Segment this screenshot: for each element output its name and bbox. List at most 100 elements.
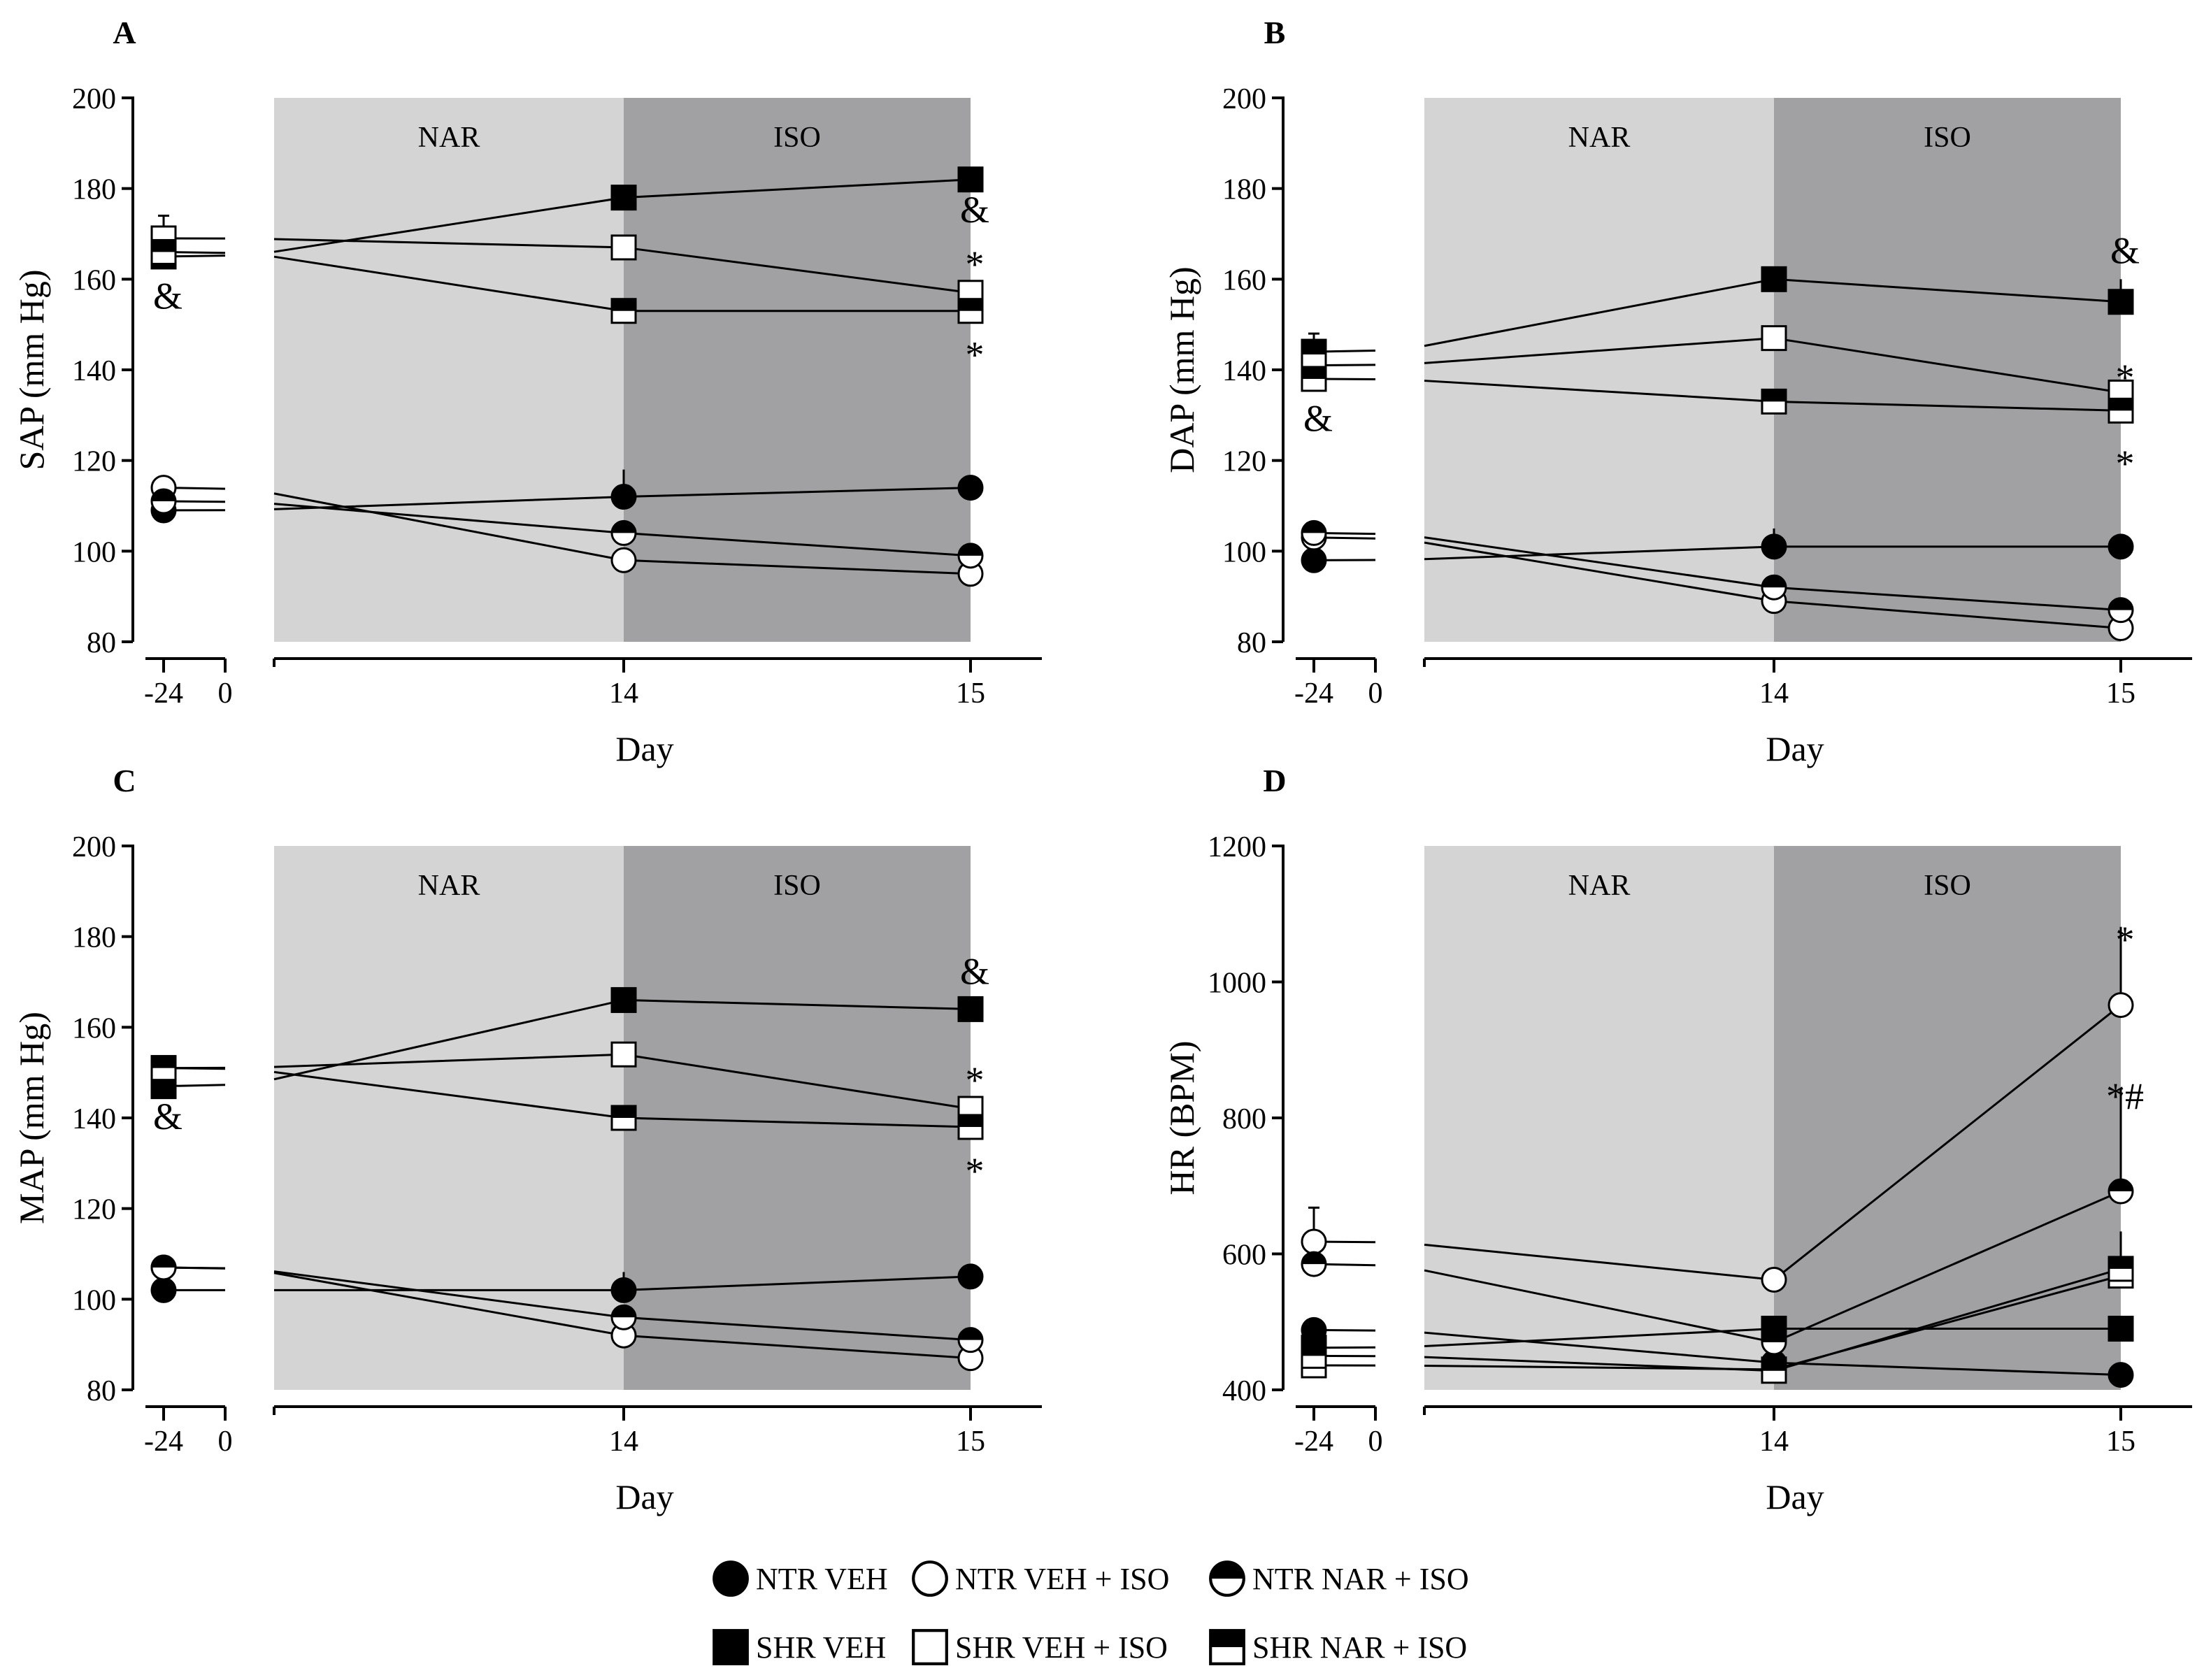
phase-iso-region [624, 98, 971, 642]
series-half-square [1301, 366, 2134, 424]
legend-label: NTR VEH [756, 1562, 888, 1596]
data-point [957, 475, 984, 501]
series-filled-circle [150, 1263, 984, 1303]
data-point [957, 996, 984, 1022]
data-point [1761, 1266, 1787, 1293]
phase-nar-region [274, 98, 624, 642]
data-point [610, 547, 637, 573]
panel-c: NAR ISO C 80 100 120 140 160 180 200 -24 0 14 15 Day MA… [12, 763, 1042, 1516]
legend-entry: NTR NAR + ISO [1209, 1560, 1469, 1597]
x-tick-label: 0 [218, 677, 233, 710]
data-point [1761, 574, 1787, 601]
data-point [1761, 388, 1787, 415]
significance-mark: * [966, 1059, 985, 1101]
data-point [610, 986, 637, 1013]
data-point [610, 234, 637, 261]
y-tick-label: 80 [87, 627, 116, 659]
y-tick-label: 80 [1237, 627, 1266, 659]
y-tick-label: 160 [72, 264, 116, 296]
phase-label-iso: ISO [773, 870, 821, 902]
data-point [2108, 1256, 2134, 1282]
legend: NTR VEH NTR VEH + ISO NTR NAR + ISO SHR VEH… [713, 1560, 1469, 1665]
significance-mark: * [2116, 919, 2135, 961]
y-tick-label: 120 [72, 446, 116, 478]
y-tick-label: 160 [1222, 264, 1266, 296]
data-point [2108, 397, 2134, 424]
data-point [150, 238, 177, 265]
x-tick-label: 0 [1368, 1426, 1383, 1458]
data-point [1301, 547, 1327, 573]
series-half-square [150, 1055, 984, 1140]
data-point [957, 1114, 984, 1140]
data-point [150, 1254, 177, 1281]
phase-label-nar: NAR [418, 870, 480, 902]
y-tick-label: 100 [1222, 536, 1266, 568]
data-point [957, 1327, 984, 1354]
legend-entry: NTR VEH + ISO [912, 1560, 1169, 1597]
series-open-circle [1301, 926, 2134, 1293]
data-point [2108, 597, 2134, 624]
data-point [2108, 1178, 2134, 1205]
x-axis-label: Day [1766, 729, 1824, 768]
x-tick-label: 15 [2106, 1426, 2135, 1458]
phase-label-iso: ISO [773, 122, 821, 154]
y-tick-label: 200 [1222, 83, 1266, 115]
data-point [610, 185, 637, 211]
y-tick-label: 180 [72, 174, 116, 206]
y-tick-label: 160 [72, 1012, 116, 1044]
data-point [957, 543, 984, 569]
x-tick-label: -24 [1294, 1426, 1333, 1458]
significance-mark: * [966, 334, 985, 376]
legend-label: SHR NAR + ISO [1252, 1630, 1467, 1665]
legend-entry: SHR NAR + ISO [1209, 1629, 1467, 1665]
significance-mark: * [2116, 357, 2135, 399]
y-tick-label: 140 [72, 1103, 116, 1135]
phase-iso-region [1774, 846, 2121, 1390]
data-point [610, 484, 637, 510]
y-axis-label: MAP (mm Hg) [12, 1012, 51, 1224]
significance-mark: & [153, 275, 183, 317]
x-axis-label: Day [615, 1477, 673, 1516]
data-point [1301, 1251, 1327, 1277]
x-tick-label: 14 [609, 677, 638, 710]
data-point [2108, 1315, 2134, 1342]
data-point [610, 298, 637, 324]
panel-letter: A [113, 15, 136, 50]
x-tick-label: -24 [144, 677, 183, 710]
phase-iso-region [1774, 98, 2121, 642]
y-tick-label: 80 [87, 1375, 116, 1407]
phase-nar-region [1424, 846, 1774, 1390]
series-half-circle [1301, 519, 2134, 624]
series-filled-square [1301, 266, 2134, 365]
y-tick-label: 120 [1222, 446, 1266, 478]
x-tick-label: 14 [1759, 1426, 1789, 1458]
data-point [1301, 1228, 1327, 1255]
phase-iso-region [624, 846, 971, 1390]
data-point [2108, 289, 2134, 315]
phase-label-iso: ISO [1924, 122, 1971, 154]
significance-mark: & [153, 1096, 183, 1137]
half-filled-square-icon [1209, 1629, 1245, 1665]
data-point [610, 519, 637, 546]
significance-mark: * [2116, 443, 2135, 484]
open-square-icon [912, 1629, 948, 1665]
significance-mark: *# [2106, 1075, 2144, 1117]
x-tick-label: 0 [1368, 677, 1383, 710]
phase-label-nar: NAR [418, 122, 480, 154]
y-tick-label: 200 [72, 831, 116, 863]
phase-label-iso: ISO [1924, 870, 1971, 902]
legend-entry: NTR VEH [713, 1560, 888, 1597]
data-point [610, 1041, 637, 1068]
y-axis-label: HR (BPM) [1162, 1041, 1201, 1196]
legend-label: SHR VEH [756, 1630, 886, 1665]
y-tick-label: 1000 [1208, 968, 1266, 1000]
data-point [610, 1304, 637, 1330]
x-tick-label: 15 [2106, 677, 2135, 710]
significance-mark: * [966, 243, 985, 285]
filled-square-icon [713, 1629, 749, 1665]
data-point [150, 1277, 177, 1303]
x-tick-label: -24 [144, 1426, 183, 1458]
data-point [1301, 366, 1327, 392]
phase-nar-region [1424, 98, 1774, 642]
x-axis-label: Day [1766, 1477, 1824, 1516]
